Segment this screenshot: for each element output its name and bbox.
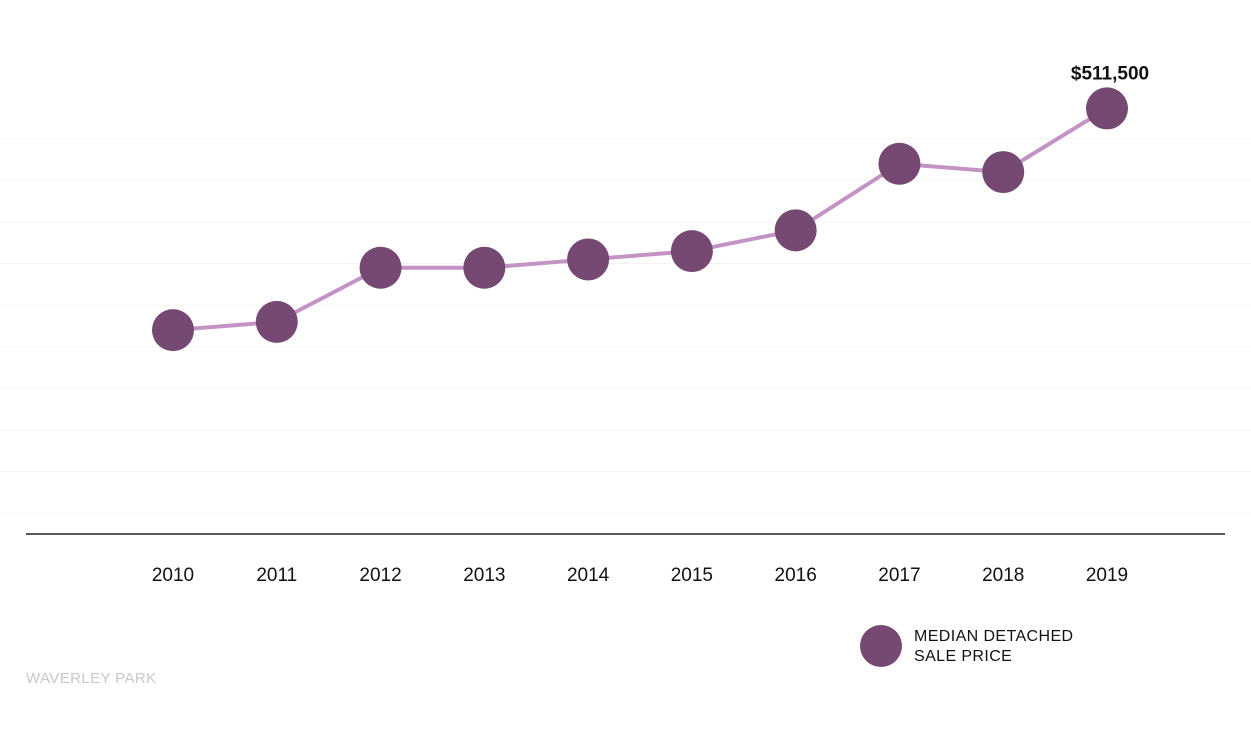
series-points — [152, 87, 1128, 352]
x-axis-ticks: 2010 2011 2012 2013 2014 2015 2016 2017 2018 2019 — [152, 565, 1128, 586]
legend-label-line-1: MEDIAN DETACHED — [914, 628, 1074, 645]
legend-marker — [860, 625, 902, 667]
data-point-2014 — [567, 238, 610, 281]
data-point-2011 — [255, 300, 298, 343]
annotations: $511,500 — [1071, 63, 1149, 84]
x-tick-label-2012: 2012 — [359, 565, 401, 586]
legend-label-line-2: SALE PRICE — [914, 648, 1013, 665]
series-line — [172, 106, 1109, 333]
x-tick-label-2019: 2019 — [1086, 565, 1128, 586]
x-tick-label-2017: 2017 — [878, 565, 920, 586]
data-point-2013 — [463, 246, 506, 289]
legend: MEDIAN DETACHED SALE PRICE — [860, 625, 1074, 667]
data-point-2016 — [774, 209, 817, 252]
data-point-2018 — [982, 151, 1025, 194]
x-tick-label-2010: 2010 — [152, 565, 194, 586]
data-point-2019 — [1086, 87, 1128, 130]
data-point-2017 — [878, 142, 921, 185]
data-label-2019: $511,500 — [1071, 63, 1149, 84]
data-point-2010 — [152, 309, 194, 352]
data-point-2012 — [359, 246, 402, 289]
x-tick-label-2014: 2014 — [567, 565, 610, 586]
gridlines — [0, 138, 1251, 514]
x-tick-label-2013: 2013 — [463, 565, 505, 586]
x-tick-label-2015: 2015 — [671, 565, 713, 586]
x-tick-label-2016: 2016 — [775, 565, 817, 586]
x-tick-label-2018: 2018 — [982, 565, 1024, 586]
legend-label: MEDIAN DETACHED SALE PRICE — [914, 625, 1074, 667]
suburb-name: WAVERLEY PARK — [26, 670, 157, 687]
x-tick-label-2011: 2011 — [256, 565, 297, 586]
data-point-2015 — [670, 230, 713, 273]
series-line-path — [172, 106, 1109, 333]
